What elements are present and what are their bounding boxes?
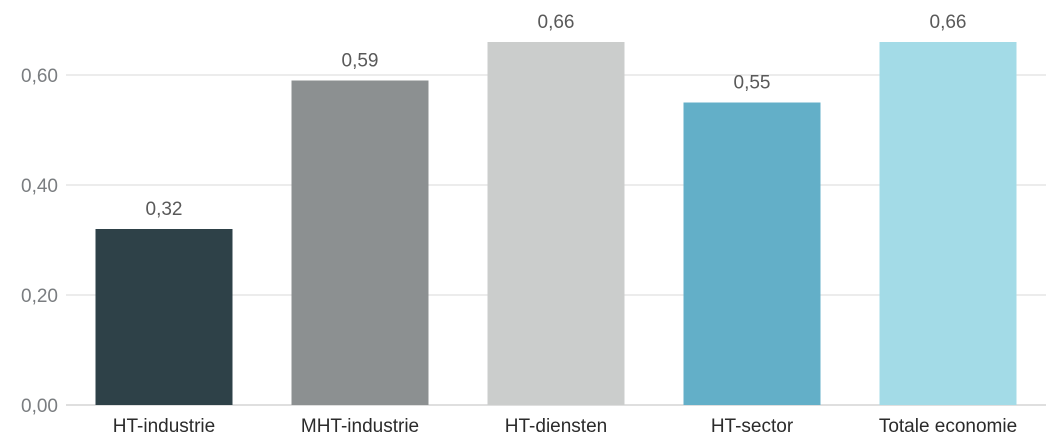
- bar: [487, 42, 625, 405]
- bar: [291, 80, 429, 405]
- y-tick-label: 0,00: [21, 396, 58, 417]
- category-label: MHT-industrie: [301, 416, 419, 437]
- data-labels: 0,32 0,59 0,66 0,55 0,66: [146, 12, 967, 220]
- bar-value-label: 0,59: [342, 51, 379, 72]
- y-tick-label: 0,20: [21, 286, 58, 307]
- y-tick-label: 0,40: [21, 176, 58, 197]
- y-axis-tick-labels: 0,00 0,20 0,40 0,60: [21, 66, 58, 417]
- category-label: HT-sector: [711, 416, 794, 437]
- bar: [683, 102, 821, 405]
- bar-value-label: 0,66: [930, 12, 967, 33]
- category-label: HT-industrie: [113, 416, 215, 437]
- x-axis-category-labels: HT-industrie MHT-industrie HT-diensten HT-s…: [113, 416, 1017, 437]
- bar: [95, 229, 233, 405]
- bar-value-label: 0,66: [538, 12, 575, 33]
- category-label: Totale economie: [879, 416, 1017, 437]
- category-label: HT-diensten: [505, 416, 607, 437]
- bars: [95, 42, 1017, 405]
- bar-value-label: 0,32: [146, 199, 183, 220]
- y-tick-label: 0,60: [21, 66, 58, 87]
- bar-value-label: 0,55: [734, 73, 771, 94]
- bar: [879, 42, 1017, 405]
